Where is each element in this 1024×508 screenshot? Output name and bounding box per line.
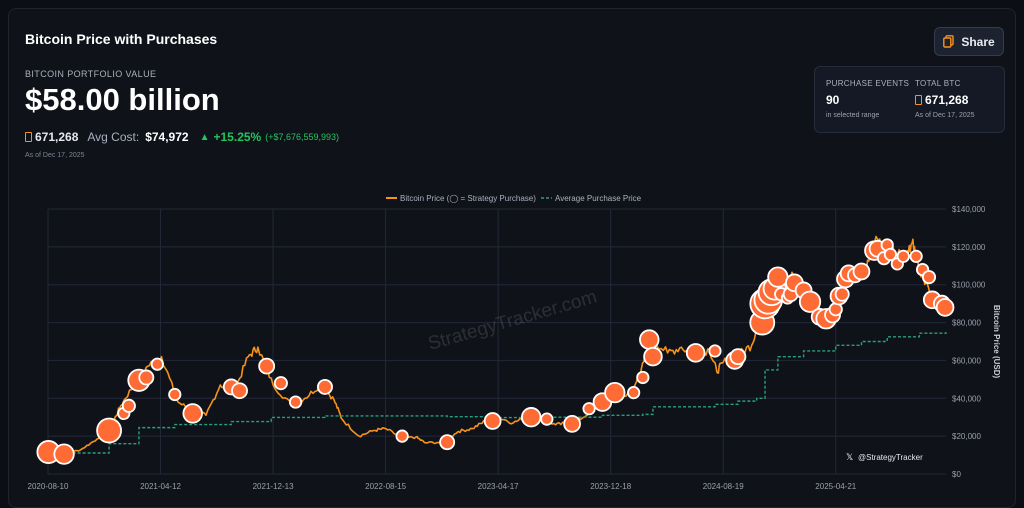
purchase-events-value: 90 [826, 93, 840, 107]
x-tick-label: 2020-08-10 [28, 482, 69, 491]
share-button[interactable]: Share [934, 27, 1004, 56]
summary-panel: PURCHASE EVENTS 90 in selected range TOT… [814, 66, 1005, 133]
y-tick-label: $100,000 [952, 281, 986, 290]
purchase-events-sub: in selected range [826, 112, 880, 119]
legend-label-price: Bitcoin Price (◯ = Strategy Purchase) [400, 194, 536, 203]
purchase-marker [317, 378, 333, 395]
purchase-events-stat: PURCHASE EVENTS 90 in selected range [826, 79, 909, 119]
arrow-up-icon: ▲ [199, 131, 210, 143]
purchase-marker [258, 357, 276, 375]
purchase-marker [563, 414, 581, 433]
avg-cost-label: Avg Cost: [87, 130, 140, 144]
purchase-marker [540, 412, 554, 426]
chart-credit: @StrategyTracker [858, 453, 923, 462]
purchase-marker [643, 346, 663, 367]
purchase-marker [582, 402, 596, 416]
y-tick-label: $80,000 [952, 319, 981, 328]
purchase-marker [231, 382, 248, 400]
portfolio-as-of: As of Dec 17, 2025 [25, 152, 85, 159]
x-tick-label: 2025-04-21 [815, 482, 856, 491]
purchase-marker [798, 290, 822, 313]
x-tick-label: 2023-12-18 [590, 482, 631, 491]
y-tick-label: $40,000 [952, 394, 981, 403]
purchase-marker [909, 249, 923, 263]
total-btc-stat: TOTAL BTC 671,268 As of Dec 17, 2025 [915, 79, 975, 119]
purchase-marker [921, 270, 937, 285]
purchase-marker [150, 357, 164, 371]
purchase-marker [395, 429, 409, 443]
total-btc-label: TOTAL BTC [915, 79, 961, 88]
portfolio-stats: 671,268 Avg Cost: $74,972 ▲ +15.25% (+$7… [25, 130, 339, 144]
change-usd: (+$7,676,559,993) [265, 132, 340, 142]
x-tick-label: 2024-08-19 [703, 482, 744, 491]
purchase-marker [521, 407, 542, 428]
y-tick-label: $140,000 [952, 205, 986, 214]
y-tick-label: $0 [952, 470, 961, 479]
purchase-marker [96, 417, 122, 444]
y-axis-title: Bitcoin Price (USD) [992, 305, 1001, 379]
legend-label-avg: Average Purchase Price [555, 194, 642, 203]
purchase-marker [604, 381, 626, 404]
purchase-events-label: PURCHASE EVENTS [826, 79, 910, 88]
purchase-marker [273, 376, 288, 391]
purchase-marker [182, 403, 203, 424]
x-tick-label: 2021-12-13 [253, 482, 294, 491]
purchase-marker [896, 249, 910, 263]
purchase-marker [121, 398, 136, 413]
purchase-marker [138, 369, 155, 386]
purchase-marker [439, 434, 456, 451]
purchase-marker [639, 329, 660, 350]
total-btc-row: 671,268 [915, 93, 975, 107]
purchase-marker [288, 395, 303, 409]
portfolio-value: $58.00 billion [25, 82, 220, 117]
total-btc-sub: As of Dec 17, 2025 [915, 112, 975, 119]
purchase-marker [767, 266, 789, 288]
purchase-marker [168, 387, 182, 402]
copy-icon [943, 35, 955, 48]
purchase-marker [685, 343, 706, 363]
total-btc-value: 671,268 [925, 93, 969, 107]
btc-holdings: 671,268 [35, 130, 79, 144]
x-tick-label: 2023-04-17 [478, 482, 519, 491]
share-label: Share [961, 34, 995, 49]
watermark: StrategyTracker.com [426, 287, 600, 355]
x-tick-label: 2022-08-15 [365, 482, 406, 491]
avg-cost-value: $74,972 [145, 130, 189, 144]
change-percent: +15.25% [213, 130, 262, 144]
purchase-marker [636, 370, 650, 385]
portfolio-value-label: BITCOIN PORTFOLIO VALUE [25, 69, 157, 79]
bitcoin-icon [25, 132, 32, 142]
y-tick-label: $20,000 [952, 432, 981, 441]
x-logo-icon: 𝕏 [846, 453, 853, 463]
chart-title: Bitcoin Price with Purchases [25, 31, 218, 47]
purchase-marker [483, 412, 502, 430]
x-tick-label: 2021-04-12 [140, 482, 181, 491]
y-tick-label: $60,000 [952, 356, 981, 365]
purchase-marker [883, 247, 898, 262]
purchase-marker [53, 443, 75, 465]
purchase-marker [834, 286, 850, 302]
y-tick-label: $120,000 [952, 243, 986, 252]
purchase-marker [708, 344, 722, 358]
purchase-marker [627, 386, 641, 400]
purchase-marker [935, 298, 955, 317]
series-line-average-purchase-price [48, 332, 947, 454]
purchase-marker [852, 262, 871, 281]
bitcoin-icon [915, 95, 922, 105]
purchase-marker [729, 348, 747, 366]
